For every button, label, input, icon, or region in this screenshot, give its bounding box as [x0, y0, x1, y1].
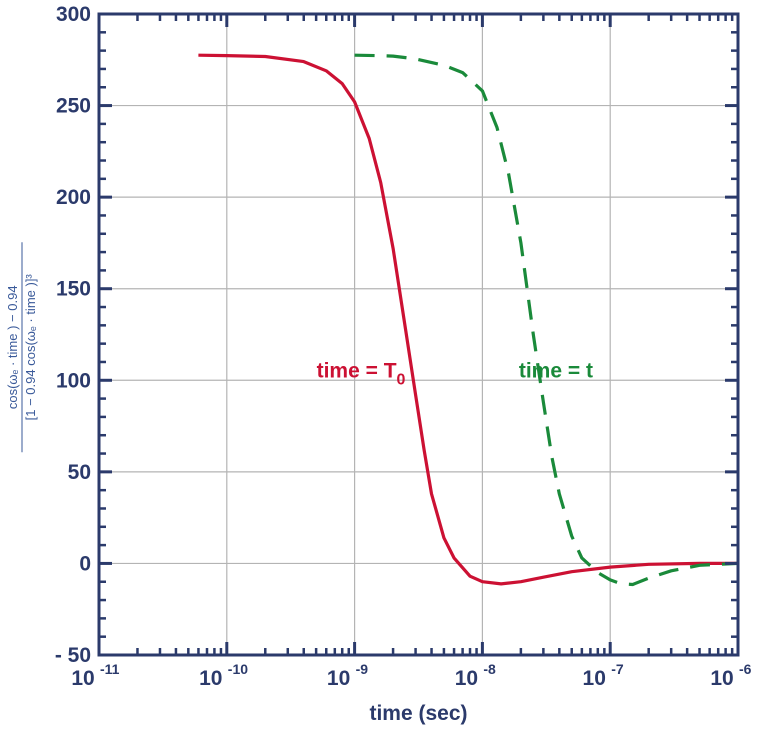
y-tick-label: 100	[56, 369, 91, 392]
y-tick-label: 50	[68, 461, 91, 484]
annotations: time = T0 time = t	[317, 359, 593, 388]
x-tick-exponent: -8	[483, 661, 496, 677]
x-tick-exponent: -9	[356, 661, 369, 677]
series-solid-line	[198, 53, 738, 586]
x-tick-label: 10	[327, 667, 350, 690]
x-tick-label: 10	[199, 667, 222, 690]
y-tick-label: 300	[56, 3, 91, 26]
y-axis-title-numerator: cos(ωₑ · time ) − 0.94	[5, 285, 20, 409]
plot-series	[198, 53, 739, 587]
y-tick-label: 200	[56, 186, 91, 209]
x-tick-exponent: -10	[228, 661, 248, 677]
plot-frame	[97, 12, 740, 657]
x-tick-exponent: -11	[100, 661, 120, 677]
y-axis-title-denominator: [1 − 0.94 cos(ωₑ · time )]³	[23, 274, 38, 421]
x-tick-label: 10	[710, 667, 733, 690]
y-tick-label: 150	[56, 278, 91, 301]
tick-marks	[97, 12, 740, 657]
y-tick-label: 0	[79, 552, 91, 575]
y-tick-label: 250	[56, 95, 91, 118]
x-tick-exponent: -7	[611, 661, 624, 677]
x-tick-label: 10	[455, 667, 478, 690]
gridlines	[99, 14, 738, 655]
series-dashed-line	[354, 53, 739, 587]
annotation-time-T0: time = T0	[317, 359, 406, 388]
x-tick-label: 10	[583, 667, 606, 690]
x-tick-labels: 10 -11 10 -10 10 -9 10 -8 10 -7 10 -6	[71, 661, 751, 690]
x-axis-title: time (sec)	[369, 702, 467, 725]
x-tick-exponent: -6	[739, 661, 752, 677]
y-tick-labels: 300 250 200 150 100 50 0 - 50	[55, 3, 91, 667]
x-tick-label: 10	[71, 667, 94, 690]
y-axis-title: cos(ωₑ · time ) − 0.94 [1 − 0.94 cos(ωₑ …	[5, 242, 38, 453]
annotation-time-t: time = t	[519, 359, 593, 382]
y-tick-label: - 50	[55, 644, 91, 667]
